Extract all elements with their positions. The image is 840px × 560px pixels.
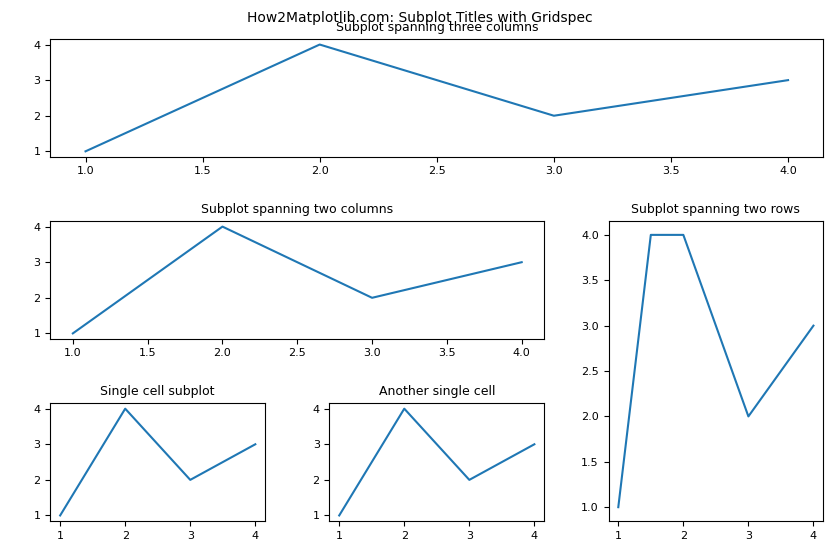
Title: Subplot spanning two rows: Subplot spanning two rows: [632, 203, 801, 216]
Title: Subplot spanning two columns: Subplot spanning two columns: [202, 203, 393, 216]
Title: Another single cell: Another single cell: [379, 385, 495, 398]
Title: Subplot spanning three columns: Subplot spanning three columns: [335, 21, 538, 34]
Text: How2Matplotlib.com: Subplot Titles with Gridspec: How2Matplotlib.com: Subplot Titles with …: [247, 11, 593, 25]
Title: Single cell subplot: Single cell subplot: [101, 385, 215, 398]
